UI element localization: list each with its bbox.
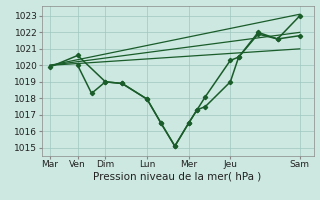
X-axis label: Pression niveau de la mer( hPa ): Pression niveau de la mer( hPa ) [93, 172, 262, 182]
